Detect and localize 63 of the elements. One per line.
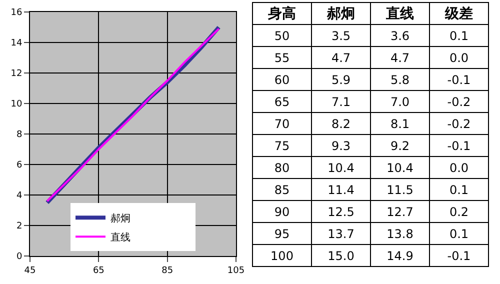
data-label: 8.2 xyxy=(312,112,370,134)
data-label: 4.7 xyxy=(312,46,370,68)
y-tick-label: 60 xyxy=(252,68,312,90)
y-tick-label: 14 xyxy=(10,38,22,49)
data-label: 11.5 xyxy=(370,178,430,200)
y-tick-label: 80 xyxy=(252,156,312,178)
data-label: 10.4 xyxy=(312,156,370,178)
data-label: 0.0 xyxy=(430,46,488,68)
y-tick-label: 16 xyxy=(10,8,22,18)
legend-label: 直线 xyxy=(110,232,130,244)
data-label: -0.1 xyxy=(430,244,488,266)
data-label: 10.4 xyxy=(370,156,430,178)
data-label: 3.6 xyxy=(370,24,430,46)
y-axis-title: 身高 xyxy=(252,2,312,24)
data-label: 8.1 xyxy=(370,112,430,134)
data-label: 11.4 xyxy=(312,178,370,200)
data-label: 0.1 xyxy=(430,24,488,46)
data-label: 5.8 xyxy=(370,68,430,90)
y-tick-label: 10 xyxy=(10,100,22,110)
data-label: 5.9 xyxy=(312,68,370,90)
data-label: 7.1 xyxy=(312,90,370,112)
x-tick-label: 85 xyxy=(162,266,174,276)
data-label: -0.2 xyxy=(430,112,488,134)
data-label: 4.7 xyxy=(370,46,430,68)
data-label: 0.2 xyxy=(430,200,488,222)
data-label: 12.7 xyxy=(370,200,430,222)
y-tick-label: 90 xyxy=(252,200,312,222)
y-tick-label: 65 xyxy=(252,90,312,112)
y-tick-label: 8 xyxy=(16,130,22,140)
data-label: 13.7 xyxy=(312,222,370,244)
y-tick-label: 12 xyxy=(10,69,22,80)
data-label: -0.2 xyxy=(430,90,488,112)
y-tick-label: 95 xyxy=(252,222,312,244)
y-tick-label: 100 xyxy=(252,244,312,266)
data-label: 9.3 xyxy=(312,134,370,156)
x-tick-label: 45 xyxy=(24,266,36,276)
legend-label: 郝炯 xyxy=(110,212,130,225)
data-label: 9.2 xyxy=(370,134,430,156)
y-tick-label: 50 xyxy=(252,24,312,46)
data-label: -0.1 xyxy=(430,68,488,90)
x-tick-label: 65 xyxy=(92,266,104,276)
data-label: 15.0 xyxy=(312,244,370,266)
data-label: 14.9 xyxy=(370,244,430,266)
data-label: 0.1 xyxy=(430,178,488,200)
y-tick-label: 75 xyxy=(252,134,312,156)
data-label: 7.0 xyxy=(370,90,430,112)
data-label: -0.1 xyxy=(430,134,488,156)
data-label: 0.0 xyxy=(430,156,488,178)
y-tick-label: 0 xyxy=(16,252,22,262)
y-tick-label: 2 xyxy=(16,222,22,232)
x-tick-label: 105 xyxy=(227,266,245,276)
y-tick-label: 55 xyxy=(252,46,312,68)
y-tick-label: 70 xyxy=(252,112,312,134)
y-tick-label: 85 xyxy=(252,178,312,200)
x-tick-label: 郝炯 xyxy=(312,2,370,24)
y-tick-label: 4 xyxy=(16,191,22,202)
data-label: 12.5 xyxy=(312,200,370,222)
y-tick-label: 6 xyxy=(16,160,22,171)
data-label: 0.1 xyxy=(430,222,488,244)
x-tick-label: 级差 xyxy=(430,2,488,24)
data-label: 3.5 xyxy=(312,24,370,46)
data-label: 13.8 xyxy=(370,222,430,244)
x-tick-label: 直线 xyxy=(370,2,430,24)
